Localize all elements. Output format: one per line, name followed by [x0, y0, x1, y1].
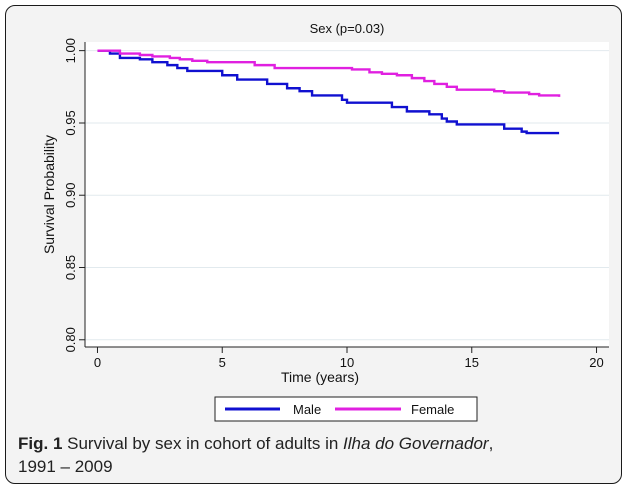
y-tick-label: 0.80 [63, 327, 78, 352]
x-axis-label: Time (years) [281, 369, 359, 385]
y-axis-label: Survival Probability [41, 135, 57, 254]
figure-label: Fig. 1 [18, 434, 63, 453]
y-tick-label: 1.00 [63, 38, 78, 63]
legend-label-female: Female [411, 402, 454, 417]
y-tick-label: 0.95 [63, 110, 78, 135]
series-layer [97, 49, 561, 135]
x-tick-label: 15 [465, 355, 479, 370]
series-line-male [97, 49, 560, 135]
y-tick-label: 0.90 [63, 183, 78, 208]
plot-area [85, 42, 609, 347]
x-tick-label: 5 [219, 355, 226, 370]
caption-comma: , [488, 434, 494, 453]
legend: Male Female [214, 396, 478, 422]
axis-layer: 0.80 0.85 0.90 0.95 1.00 0 5 10 15 20 [63, 38, 609, 370]
x-tick-label: 20 [589, 355, 603, 370]
caption-text: Survival by sex in cohort of adults in [62, 434, 344, 453]
figure-frame: 0.80 0.85 0.90 0.95 1.00 0 5 10 15 20 Sex (p=0.03… [5, 5, 622, 484]
survival-chart: 0.80 0.85 0.90 0.95 1.00 0 5 10 15 20 Sex (p=0.03… [41, 21, 609, 422]
x-tick-label: 10 [340, 355, 354, 370]
figure-caption: Fig. 1 Survival by sex in cohort of adul… [18, 432, 618, 478]
chart-title: Sex (p=0.03) [310, 21, 385, 36]
grid-layer [85, 50, 609, 341]
y-tick-label: 0.85 [63, 255, 78, 280]
caption-years: 1991 – 2009 [18, 457, 113, 476]
series-line-female [97, 49, 561, 97]
x-tick-label: 0 [94, 355, 101, 370]
caption-place: Ilha do Governador [343, 434, 489, 453]
legend-label-male: Male [293, 402, 321, 417]
